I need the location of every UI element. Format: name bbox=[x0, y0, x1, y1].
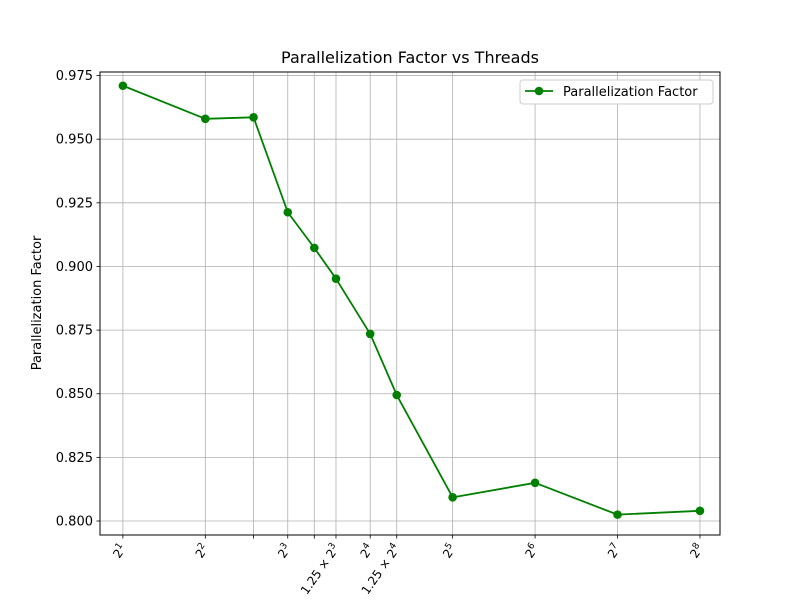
y-tick-label: 0.800 bbox=[56, 515, 93, 530]
data-point bbox=[201, 114, 210, 124]
plot-frame bbox=[99, 71, 721, 536]
data-point bbox=[365, 329, 375, 339]
legend-marker-sample bbox=[534, 86, 544, 96]
y-axis: 0.800 0.825 0.850 0.875 0.900 0.925 0.950 0.975 bbox=[56, 69, 100, 530]
plot-series bbox=[118, 81, 705, 519]
y-tick-label: 0.850 bbox=[56, 387, 93, 402]
data-point bbox=[118, 81, 128, 91]
data-point bbox=[331, 274, 341, 283]
legend: Parallelization Factor bbox=[519, 79, 714, 105]
y-tick-label: 0.975 bbox=[56, 69, 93, 84]
data-point bbox=[530, 478, 540, 488]
y-axis-label: Parallelization Factor bbox=[30, 235, 45, 370]
y-tick-label: 0.900 bbox=[56, 260, 93, 275]
y-tick-label: 0.925 bbox=[56, 196, 93, 211]
series-line bbox=[122, 84, 700, 516]
data-point bbox=[283, 207, 293, 217]
chart-title: Parallelization Factor vs Threads bbox=[281, 48, 539, 67]
data-point bbox=[309, 243, 319, 253]
y-tick-label: 0.950 bbox=[56, 133, 93, 148]
data-point bbox=[249, 113, 258, 122]
y-tick-label: 0.875 bbox=[56, 324, 93, 339]
data-point bbox=[695, 506, 705, 516]
data-point bbox=[392, 390, 402, 400]
legend-label: Parallelization Factor bbox=[563, 85, 698, 100]
y-tick-label: 0.825 bbox=[56, 451, 93, 466]
data-point bbox=[448, 493, 457, 502]
legend-box bbox=[519, 79, 714, 105]
data-point bbox=[613, 510, 622, 519]
grid-lines bbox=[100, 72, 720, 535]
